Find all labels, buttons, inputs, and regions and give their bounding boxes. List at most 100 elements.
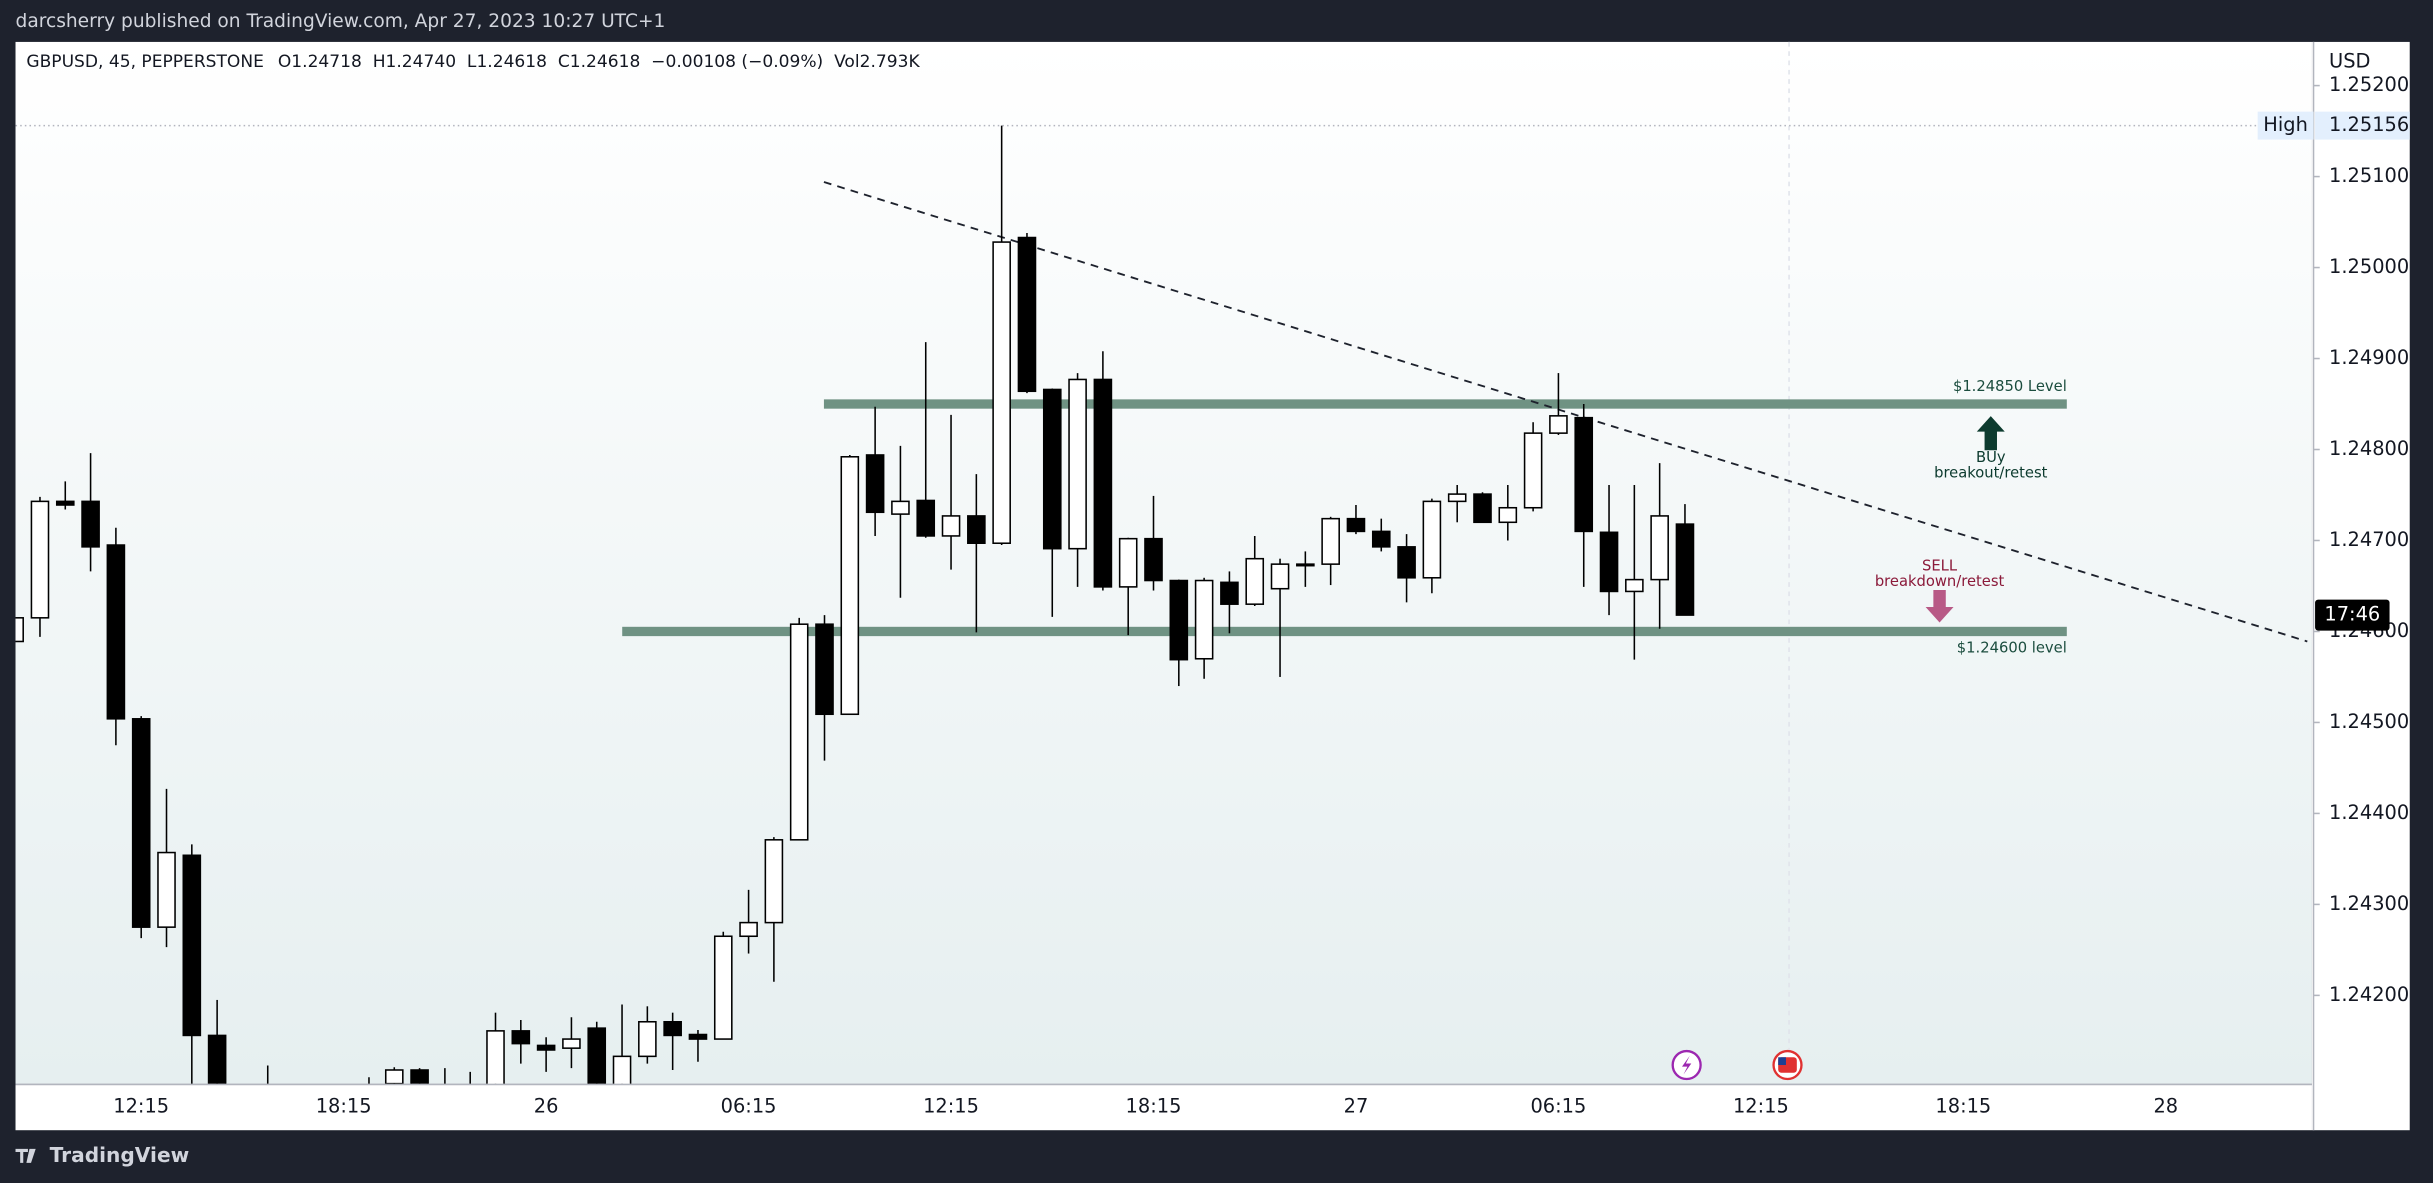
x-tick-label: 27 [1344, 1094, 1369, 1117]
annotation-title: BUy [1976, 449, 2006, 466]
x-tick-label: 12:15 [923, 1094, 979, 1117]
candle-body-up [992, 241, 1011, 544]
candle-body-up [764, 839, 784, 924]
flag-canton [1778, 1057, 1786, 1066]
candle-body-up [1068, 378, 1087, 550]
candle-body-down [1574, 416, 1594, 533]
candle-body-down [511, 1030, 531, 1045]
high-value: 1.25156 [2329, 113, 2409, 136]
level-label: $1.24850 Level [1953, 378, 2067, 395]
candle-body-down [1169, 579, 1189, 661]
x-tick-label: 28 [2153, 1094, 2178, 1117]
candle-body-down [207, 1034, 227, 1084]
y-tick-label: 1.24300 [2329, 892, 2409, 915]
candle-body-up [384, 1069, 404, 1084]
candle-body-down [106, 544, 126, 720]
candle-body-up [1523, 432, 1543, 509]
level-zone [622, 626, 2067, 637]
candle-body-down [1397, 546, 1416, 579]
high-label: High [2263, 113, 2308, 136]
candle-body-up [840, 456, 860, 716]
candle-body-up [1245, 557, 1265, 605]
y-tick-label: 1.25100 [2329, 164, 2409, 187]
x-tick-label: 06:15 [1530, 1094, 1586, 1117]
candle-body-down [587, 1027, 607, 1084]
time-axis [15, 1083, 2312, 1131]
x-tick-label: 18:15 [1126, 1094, 1182, 1117]
legend-item: GBPUSD, 45, PEPPERSTONE [26, 52, 264, 72]
y-tick-label: 1.24700 [2329, 528, 2409, 551]
currency: USD [2329, 50, 2370, 73]
candle-body-down [1371, 530, 1391, 548]
legend-item: L1.24618 [467, 52, 547, 72]
high-label-bg [2257, 111, 2314, 140]
level-label: $1.24600 level [1957, 640, 2067, 657]
y-tick-label: 1.25200 [2329, 73, 2409, 96]
candle-body-down [1093, 378, 1113, 588]
countdown: 17:46 [2324, 603, 2380, 626]
candle-body-down [81, 500, 100, 548]
y-tick-label: 1.24200 [2329, 983, 2409, 1006]
candle-body-down [865, 454, 885, 514]
candle-body-down [1346, 517, 1366, 533]
event-icon-bolt [1681, 1055, 1692, 1075]
x-tick-label: 18:15 [316, 1094, 372, 1117]
candle-body-down [131, 718, 151, 928]
candle-body-down [1296, 563, 1315, 567]
candle-body-up [612, 1055, 632, 1084]
candle-body-up [789, 623, 809, 841]
candle-body-down [967, 515, 986, 544]
plot-area [15, 41, 2312, 1084]
candle-body-up [1321, 517, 1340, 565]
candle-body-down [1042, 388, 1062, 550]
y-tick-label: 1.24500 [2329, 710, 2409, 733]
candle-body-up [486, 1030, 505, 1084]
annotation-text: breakdown/retest [1875, 573, 2005, 590]
x-tick-label: 12:15 [1733, 1094, 1789, 1117]
candle-body-up [1118, 537, 1138, 588]
candle-body-up [713, 935, 733, 1040]
candle-body-down [410, 1069, 429, 1084]
candle-body-down [1017, 236, 1037, 393]
y-tick-label: 1.24800 [2329, 437, 2409, 460]
legend-item: O1.24718 [278, 52, 362, 72]
candle-body-up [891, 500, 910, 515]
candle-body-down [815, 623, 834, 716]
candle-body-down [688, 1033, 708, 1040]
candle-body-up [1625, 578, 1644, 593]
legend-item: Vol2.793K [834, 52, 920, 72]
candle-body-up [15, 617, 24, 643]
level-zone [823, 399, 2067, 409]
candle-body-up [30, 500, 50, 619]
y-tick-label: 1.24900 [2329, 346, 2409, 369]
legend-item: C1.24618 [558, 52, 640, 72]
plot: $1.24850 Level $1.24600 level BUybreakout/… [15, 124, 2312, 1084]
countdown-bg [2315, 599, 2390, 631]
candle-body-down [663, 1020, 682, 1037]
candle-body-down [1144, 537, 1163, 582]
annotation-text: breakout/retest [1934, 465, 2048, 482]
candle-body-up [739, 921, 758, 938]
candle-body-up [157, 851, 176, 928]
brand-logo [15, 1148, 36, 1163]
candle-body-up [1447, 493, 1467, 503]
x-tick-label: 12:15 [113, 1094, 169, 1117]
candle-body-down [1599, 531, 1619, 593]
y-tick-label: 1.24400 [2329, 801, 2409, 824]
x-tick-label: 06:15 [721, 1094, 777, 1117]
legend-item: −0.00108 (−0.09%) [651, 52, 823, 72]
annotation-arrow [1925, 589, 1954, 623]
candle-body-up [1422, 500, 1442, 579]
candle-body-up [941, 515, 961, 537]
legend-item: H1.24740 [373, 52, 456, 72]
candle-body-down [1220, 581, 1239, 605]
candle-body-down [55, 500, 75, 506]
candle-body-up [638, 1020, 657, 1058]
candle-body-up [1194, 579, 1214, 660]
candle-body-up [1650, 515, 1669, 581]
brand: TradingView [50, 1143, 190, 1167]
candle-body-down [536, 1044, 556, 1051]
trendline [823, 181, 2308, 643]
overlay: GBPUSD, 45, PEPPERSTONE O1.24718 H1.24740 L… [26, 52, 2410, 1117]
